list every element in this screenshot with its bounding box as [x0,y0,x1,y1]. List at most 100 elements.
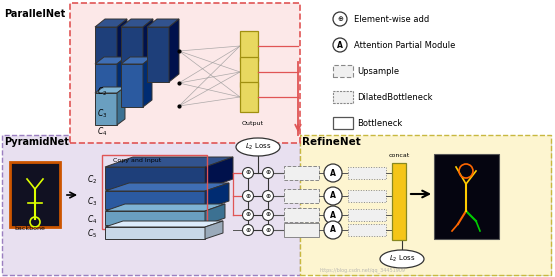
Polygon shape [169,19,179,82]
Text: $C_2$: $C_2$ [87,173,97,186]
Text: A: A [330,225,336,235]
Text: Upsample: Upsample [357,66,399,76]
Polygon shape [95,27,117,82]
Text: Attention Partial Module: Attention Partial Module [354,40,455,50]
Polygon shape [105,204,225,211]
Text: A: A [330,191,336,201]
Polygon shape [105,167,205,189]
Text: backbone: backbone [14,226,45,231]
Text: ⊕: ⊕ [265,212,271,217]
Polygon shape [95,19,127,27]
Text: ⊕: ⊕ [265,171,271,176]
Text: $C_4$: $C_4$ [87,213,97,225]
Polygon shape [121,57,152,64]
Text: $C_3$: $C_3$ [87,195,97,207]
Text: Output: Output [242,121,264,126]
Text: ⊕: ⊕ [337,16,343,22]
Polygon shape [147,19,179,27]
Bar [348,224,386,236]
Ellipse shape [380,250,424,268]
Circle shape [263,168,274,178]
Bar [348,190,386,202]
Polygon shape [121,27,143,82]
Bar [333,91,353,103]
Polygon shape [95,87,125,93]
Text: ⊕: ⊕ [265,194,271,199]
Text: Bottleneck: Bottleneck [357,119,402,127]
Circle shape [333,12,347,26]
Polygon shape [147,27,169,82]
Circle shape [263,224,274,235]
Circle shape [324,206,342,224]
Ellipse shape [236,138,280,156]
Text: ⊕: ⊕ [245,171,251,176]
Bar [284,208,319,222]
Text: https://blog.csdn.net/qq_34451909: https://blog.csdn.net/qq_34451909 [320,267,406,273]
Bar [318,143,551,275]
Polygon shape [143,19,153,82]
Text: $C_5$: $C_5$ [87,228,97,240]
Circle shape [243,209,254,220]
Polygon shape [95,57,126,64]
Text: $C_3$: $C_3$ [97,108,107,120]
Polygon shape [205,221,223,239]
Bar [102,155,207,229]
Bar [10,162,60,227]
Polygon shape [205,204,225,225]
Bar [348,167,386,179]
Polygon shape [95,64,117,107]
Bar [284,189,319,203]
Text: PyramidNet: PyramidNet [4,137,69,147]
Polygon shape [143,57,152,107]
Circle shape [243,191,254,201]
Circle shape [324,221,342,239]
Bar [333,65,353,77]
Circle shape [333,38,347,52]
Circle shape [324,187,342,205]
Bar [70,3,300,143]
Bar [284,223,319,237]
Bar [240,31,258,61]
Polygon shape [105,183,229,191]
Text: Element-wise add: Element-wise add [354,14,429,24]
Bar [348,209,386,221]
Text: A: A [330,168,336,178]
Bar [240,82,258,112]
Text: Copy and Input: Copy and Input [113,158,162,163]
Text: ⊕: ⊕ [245,227,251,232]
Circle shape [243,224,254,235]
Bar [434,154,499,239]
Polygon shape [105,157,233,167]
Bar [300,135,551,275]
Text: $C_4$: $C_4$ [97,126,107,138]
Polygon shape [105,191,205,209]
Text: concat: concat [388,153,410,158]
Polygon shape [95,93,117,125]
Circle shape [324,164,342,182]
Text: ⊕: ⊕ [245,194,251,199]
Circle shape [263,209,274,220]
Bar [284,166,319,180]
Text: $L_2$ Loss: $L_2$ Loss [388,254,415,264]
Polygon shape [205,157,233,189]
Polygon shape [105,211,205,225]
Text: RefineNet: RefineNet [302,137,361,147]
Polygon shape [105,227,205,239]
Text: A: A [330,211,336,219]
Circle shape [243,168,254,178]
Bar [2,135,300,275]
Bar [392,163,406,240]
Polygon shape [105,221,223,227]
Text: $L_2$ Loss: $L_2$ Loss [245,142,271,152]
Polygon shape [121,64,143,107]
Text: $C_2$: $C_2$ [97,85,107,98]
Text: ⊕: ⊕ [245,212,251,217]
Polygon shape [117,57,126,107]
Bar [333,117,353,129]
Polygon shape [121,19,153,27]
Text: ParallelNet: ParallelNet [4,9,65,19]
Polygon shape [117,87,125,125]
Polygon shape [117,19,127,82]
Polygon shape [205,183,229,209]
Text: A: A [337,40,343,50]
